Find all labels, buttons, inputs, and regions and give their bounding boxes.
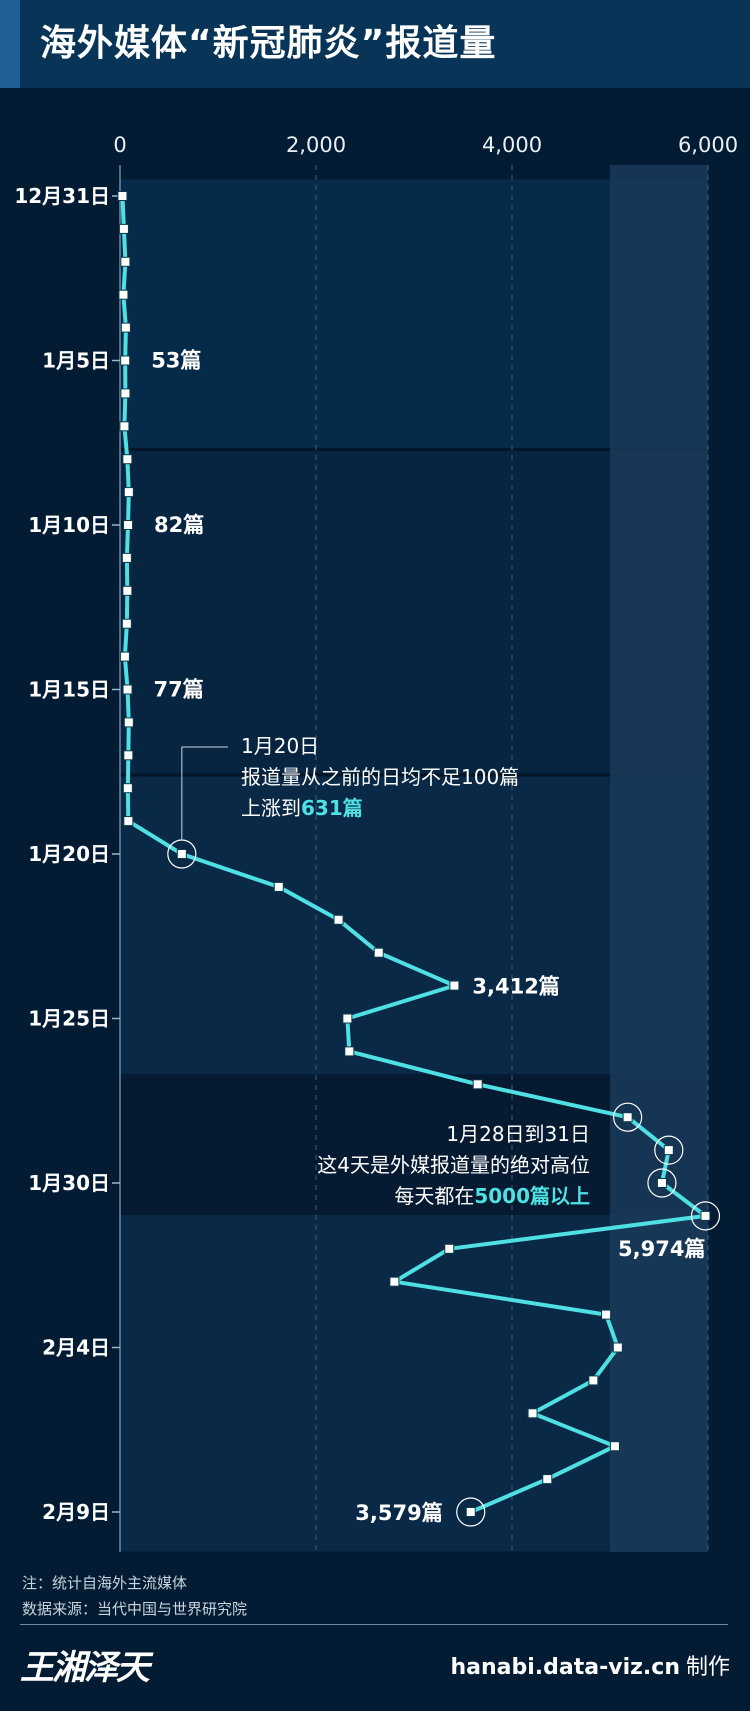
y-tick-label: 1月25日 xyxy=(28,1007,110,1031)
data-point xyxy=(120,388,131,399)
y-tick-label: 12月31日 xyxy=(14,184,110,208)
line-chart: 0 2,000 4,000 6,000 12月31日 1月5日 1月10日 1月15日 1月20… xyxy=(14,133,738,1552)
x-tick-label: 0 xyxy=(113,133,126,157)
data-label: 82篇 xyxy=(154,513,204,537)
data-point xyxy=(342,1013,353,1024)
x-tick-label: 2,000 xyxy=(286,133,346,157)
footnote: 注：统计自海外主流媒体 xyxy=(22,1574,188,1592)
data-point xyxy=(122,454,133,465)
chart-title: 海外媒体“新冠肺炎”报道量 xyxy=(40,23,497,64)
data-point xyxy=(123,750,134,761)
data-label: 3,412篇 xyxy=(472,975,559,999)
data-point xyxy=(123,487,134,498)
data-point xyxy=(465,1507,476,1517)
point-highlight-circle xyxy=(456,1497,486,1527)
credit-line: hanabi.data-viz.cn 制作 xyxy=(450,1640,730,1696)
data-point xyxy=(122,585,133,596)
data-point xyxy=(120,256,131,267)
data-point xyxy=(472,1079,483,1090)
data-point xyxy=(122,684,133,695)
data-point xyxy=(542,1474,553,1485)
data-point xyxy=(119,651,130,662)
data-point xyxy=(622,1112,633,1123)
data-point xyxy=(273,881,284,892)
data-point xyxy=(588,1375,599,1386)
footer-divider xyxy=(20,1624,728,1625)
annotation-jan28-highlight: 5000篇以上 xyxy=(474,1184,590,1208)
data-point xyxy=(120,355,131,366)
data-point xyxy=(612,1342,623,1353)
annotation-jan28-line2: 这4天是外媒报道量的绝对高位 xyxy=(317,1153,590,1177)
header-bar: 海外媒体“新冠肺炎”报道量 xyxy=(0,0,750,88)
y-tick-label: 1月20日 xyxy=(28,842,110,866)
point-highlight-circle xyxy=(647,1168,677,1198)
data-point xyxy=(656,1178,667,1188)
annotation-jan20-line1: 1月20日 xyxy=(241,734,319,758)
data-label: 3,579篇 xyxy=(355,1501,442,1525)
y-tick-label: 1月30日 xyxy=(28,1171,110,1195)
highlight-column xyxy=(610,165,708,1552)
data-label: 5,974篇 xyxy=(618,1237,705,1261)
data-point xyxy=(123,520,134,530)
data-point xyxy=(123,717,134,728)
data-point xyxy=(120,322,131,333)
annotation-jan28-line1: 1月28日到31日 xyxy=(446,1122,590,1146)
site-link[interactable]: hanabi.data-viz.cn xyxy=(450,1655,680,1680)
data-point xyxy=(121,618,132,629)
data-point xyxy=(344,1046,355,1057)
annotation-jan20-highlight: 631篇 xyxy=(301,796,363,820)
data-point xyxy=(444,1243,455,1254)
data-point xyxy=(118,223,129,234)
annotation-jan20-line3: 上涨到631篇 xyxy=(241,796,363,820)
data-point xyxy=(123,816,134,827)
data-point xyxy=(527,1408,538,1419)
point-highlight-circle xyxy=(690,1201,721,1231)
data-point xyxy=(373,947,384,958)
x-tick-label: 4,000 xyxy=(482,133,542,157)
y-tick-label: 1月10日 xyxy=(28,513,110,537)
data-point xyxy=(122,783,133,794)
annotation-leader-line xyxy=(181,746,228,840)
annotation-jan20-line2: 报道量从之前的日均不足100篇 xyxy=(241,765,519,789)
data-point xyxy=(700,1210,711,1221)
data-point xyxy=(121,552,132,563)
data-point xyxy=(333,914,344,925)
data-point xyxy=(117,191,128,201)
credit-suffix: 制作 xyxy=(685,1655,730,1680)
data-point xyxy=(389,1276,400,1287)
y-tick-label: 1月15日 xyxy=(28,678,110,702)
header-accent xyxy=(0,0,20,88)
y-tick-label: 2月9日 xyxy=(42,1500,110,1524)
brand-logo: 王湘泽天 xyxy=(20,1648,150,1688)
point-highlight-circle xyxy=(613,1102,643,1132)
data-source: 数据来源：当代中国与世界研究院 xyxy=(22,1600,248,1618)
point-highlight-circle xyxy=(654,1135,684,1165)
data-point xyxy=(176,849,187,859)
annotation-jan28-line3: 每天都在5000篇以上 xyxy=(394,1184,590,1208)
y-tick-label: 2月4日 xyxy=(42,1336,110,1360)
data-point xyxy=(601,1309,612,1320)
data-point xyxy=(119,421,130,432)
data-point xyxy=(663,1145,674,1156)
x-tick-label: 6,000 xyxy=(678,133,738,157)
y-tick-label: 1月5日 xyxy=(42,349,110,373)
data-point xyxy=(609,1441,620,1452)
data-label: 77篇 xyxy=(154,678,204,702)
data-point xyxy=(118,289,129,300)
data-label: 53篇 xyxy=(151,349,201,373)
data-point xyxy=(449,980,460,991)
